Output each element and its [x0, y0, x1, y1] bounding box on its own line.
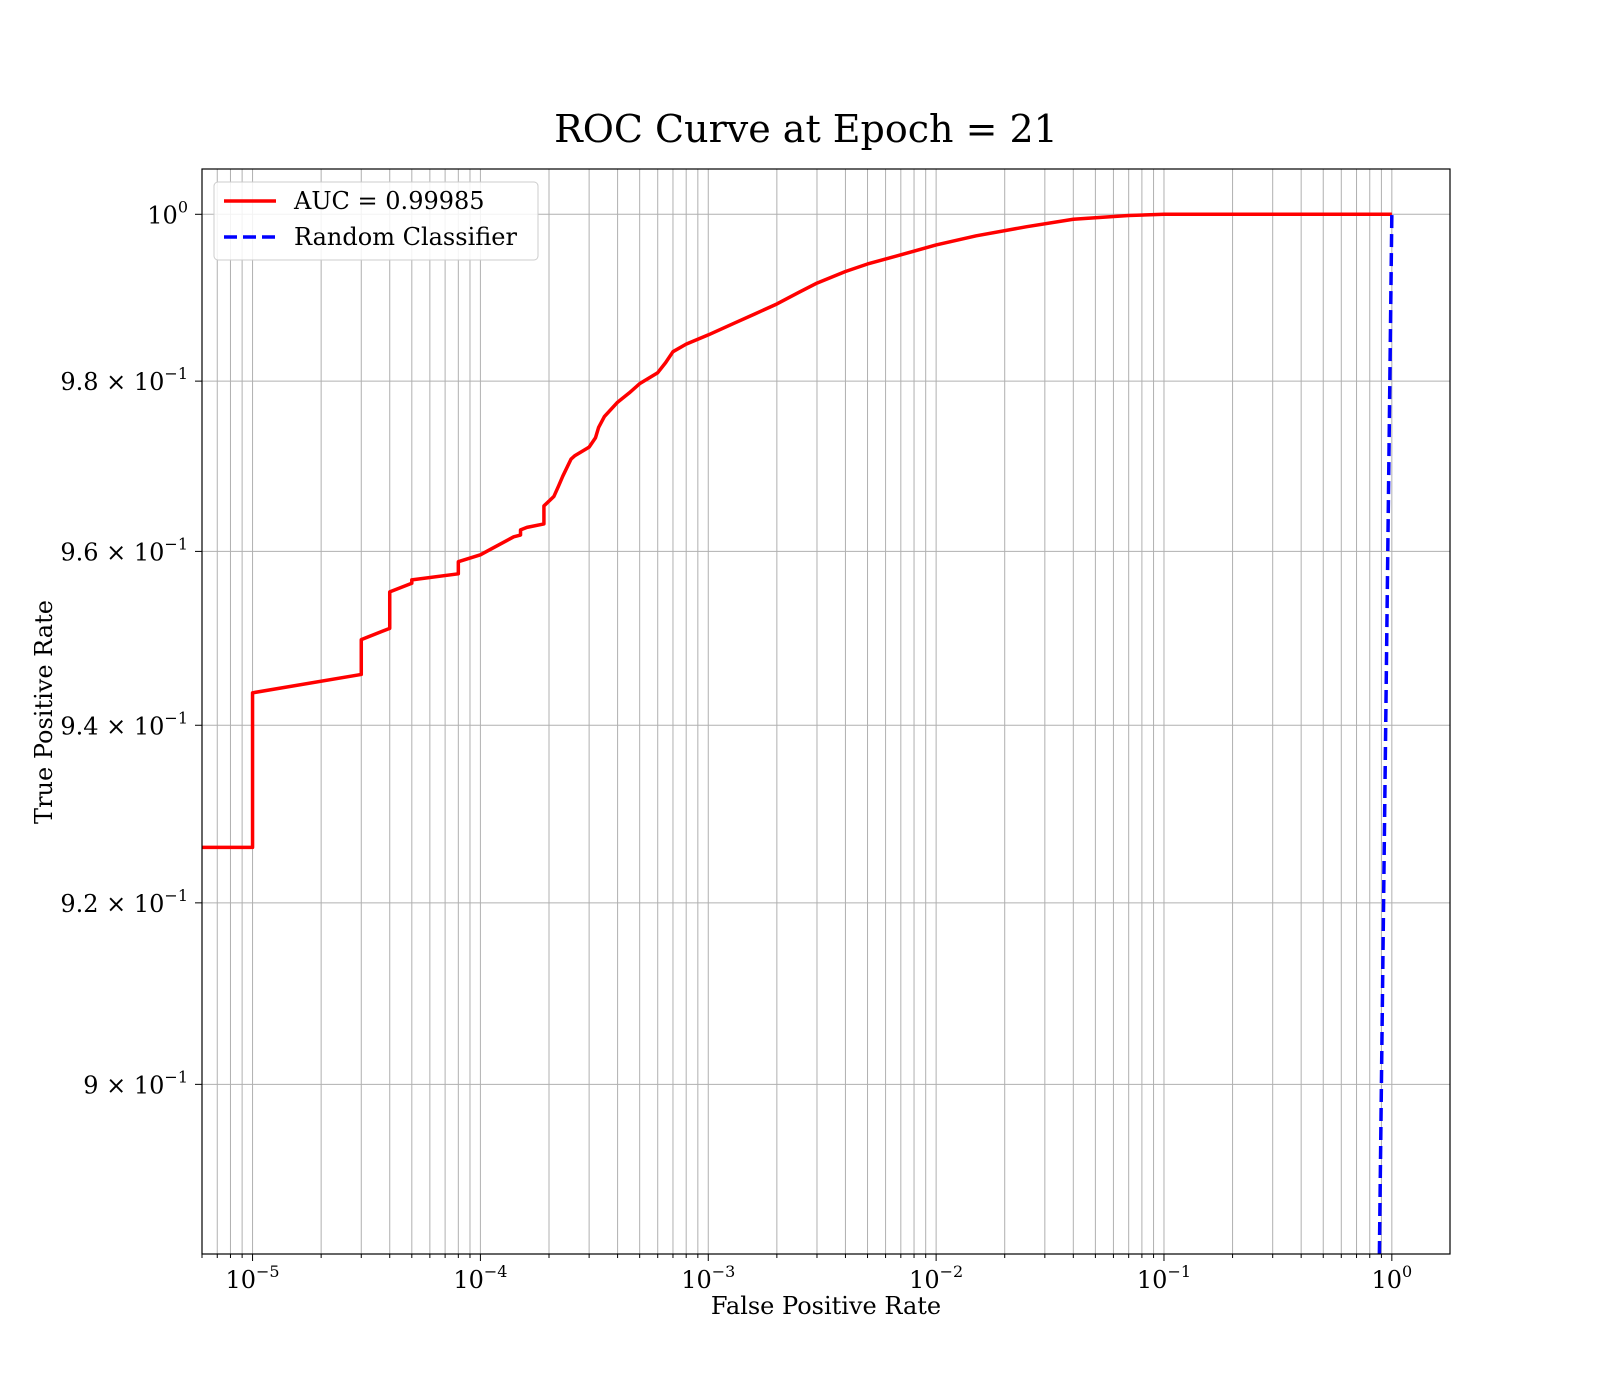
y-tick-label-base: 10 — [147, 201, 178, 229]
x-tick-label-base: 10 — [453, 1266, 484, 1294]
y-tick-label: 9.8 × 10−1 — [60, 364, 188, 396]
x-tick-label: 10−3 — [681, 1262, 735, 1294]
x-tick-label-exponent: 0 — [1402, 1262, 1412, 1281]
x-tick-label-exponent: −3 — [712, 1262, 736, 1281]
y-tick-label-base: 9.8 × 10 — [60, 368, 164, 396]
y-tick-label-exponent: −1 — [164, 886, 188, 905]
x-tick-label-exponent: −4 — [484, 1262, 508, 1281]
x-tick-label-exponent: −5 — [256, 1262, 280, 1281]
x-tick-label: 100 — [1371, 1262, 1412, 1294]
x-tick-label-base: 10 — [1137, 1266, 1168, 1294]
grid — [201, 169, 1450, 1254]
x-tick-label: 10−2 — [909, 1262, 963, 1294]
x-tick-label: 10−1 — [1137, 1262, 1191, 1294]
x-tick-label-base: 10 — [681, 1266, 712, 1294]
plot-frame — [201, 168, 1451, 1255]
legend-label-auc: AUC = 0.99985 — [293, 187, 485, 215]
y-tick-label-exponent: −1 — [164, 1067, 188, 1086]
x-tick-label: 10−5 — [225, 1262, 279, 1294]
y-tick-label: 9 × 10−1 — [83, 1067, 188, 1099]
y-tick-label-exponent: −1 — [164, 534, 188, 553]
y-tick-label-base: 9.2 × 10 — [60, 890, 164, 918]
chart-title: ROC Curve at Epoch = 21 — [554, 107, 1058, 151]
legend-label-random: Random Classifier — [294, 223, 517, 251]
x-tick-label-exponent: −2 — [940, 1262, 964, 1281]
y-tick-label-exponent: −1 — [164, 708, 188, 727]
x-tick-label-base: 10 — [1371, 1266, 1402, 1294]
y-tick-label-exponent: −1 — [164, 364, 188, 383]
y-tick-label: 9.6 × 10−1 — [60, 534, 188, 566]
x-axis-label: False Positive Rate — [711, 1292, 941, 1320]
y-tick-label: 9.2 × 10−1 — [60, 886, 188, 918]
y-tick-label-base: 9 × 10 — [83, 1071, 164, 1099]
y-tick-label: 9.4 × 10−1 — [60, 708, 188, 740]
legend-box — [213, 181, 539, 261]
x-tick-label: 10−4 — [453, 1262, 507, 1294]
x-tick-label-base: 10 — [909, 1266, 940, 1294]
y-tick-label-base: 9.6 × 10 — [60, 538, 164, 566]
roc-curve-line — [202, 212, 1392, 850]
legend: AUC = 0.99985 Random Classifier — [213, 181, 539, 261]
x-tick-label-base: 10 — [225, 1266, 256, 1294]
series-layer — [202, 212, 1394, 1254]
y-tick-label-base: 9.4 × 10 — [60, 712, 164, 740]
y-axis-label: True Positive Rate — [30, 600, 58, 824]
x-tick-label-exponent: −1 — [1167, 1262, 1191, 1281]
y-tick-label-exponent: 0 — [178, 197, 188, 216]
y-tick-label: 100 — [147, 197, 188, 229]
